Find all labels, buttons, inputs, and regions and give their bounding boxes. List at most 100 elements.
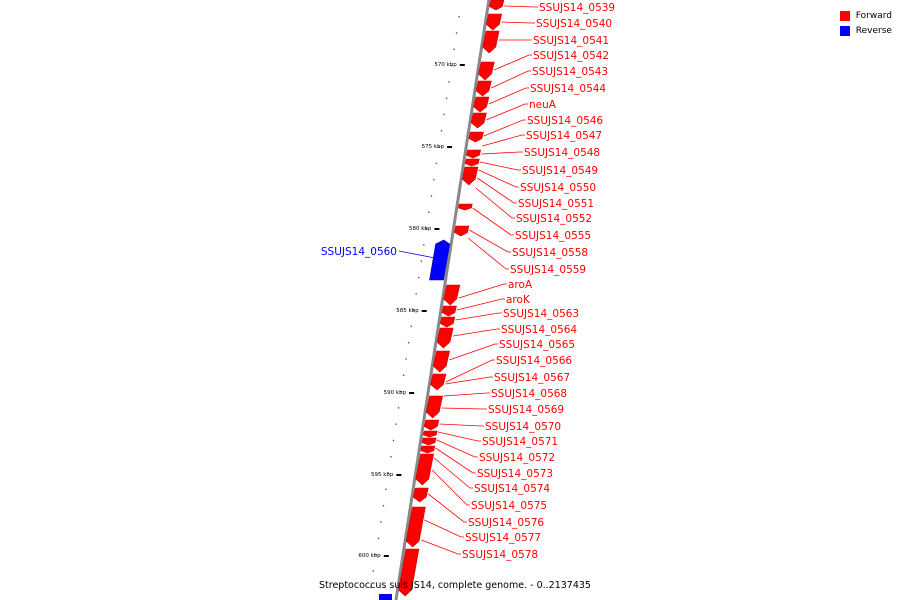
label-leader-line: [456, 298, 505, 311]
forward-gene-feature[interactable]: [421, 437, 437, 446]
kbp-tick-label: 595 kbp: [371, 472, 394, 478]
forward-gene-label[interactable]: SSUJS14_0566: [496, 355, 572, 367]
forward-gene-label[interactable]: SSUJS14_0555: [515, 230, 591, 242]
genome-backbone: [394, 0, 491, 600]
scale-dot: [423, 244, 425, 246]
forward-gene-feature[interactable]: [443, 284, 461, 306]
forward-gene-label[interactable]: SSUJS14_0573: [477, 468, 553, 480]
forward-gene-feature[interactable]: [441, 305, 457, 317]
forward-gene-feature[interactable]: [464, 158, 480, 167]
forward-gene-feature[interactable]: [436, 327, 454, 349]
scale-dot: [392, 439, 395, 442]
forward-gene-label[interactable]: SSUJS14_0571: [482, 436, 558, 448]
forward-gene-label[interactable]: SSUJS14_0569: [488, 404, 564, 416]
forward-gene-feature[interactable]: [430, 373, 447, 391]
forward-gene-label[interactable]: SSUJS14_0564: [501, 324, 577, 336]
forward-gene-label[interactable]: SSUJS14_0546: [527, 115, 603, 127]
forward-gene-label[interactable]: SSUJS14_0565: [499, 339, 575, 351]
forward-gene-label[interactable]: SSUJS14_0539: [539, 2, 615, 14]
forward-gene-label[interactable]: SSUJS14_0552: [516, 213, 592, 225]
scale-dot: [440, 130, 443, 132]
legend-item-reverse[interactable]: Reverse: [839, 23, 892, 38]
label-leader-line: [428, 493, 467, 523]
kbp-tick-mark: [447, 146, 453, 148]
label-leader-line: [475, 187, 515, 219]
kbp-tick-mark: [434, 228, 440, 230]
label-leader-line: [455, 312, 502, 321]
forward-gene-label[interactable]: SSUJS14_0563: [503, 308, 579, 320]
forward-gene-feature[interactable]: [454, 225, 470, 237]
forward-gene-label[interactable]: SSUJS14_0559: [510, 264, 586, 276]
scale-dot: [433, 179, 435, 181]
label-leader-line: [437, 431, 481, 442]
label-leader-line: [486, 103, 528, 121]
forward-gene-label[interactable]: SSUJS14_0542: [533, 50, 609, 62]
scale-dot: [450, 64, 453, 67]
forward-gene-feature[interactable]: [466, 149, 482, 159]
scale-dot: [382, 505, 385, 507]
forward-gene-feature[interactable]: [439, 316, 456, 328]
legend-item-forward[interactable]: Forward: [839, 8, 892, 23]
forward-gene-label[interactable]: SSUJS14_0544: [530, 83, 606, 95]
label-leader-line: [503, 5, 538, 8]
forward-gene-feature[interactable]: [489, 0, 505, 11]
reverse-swatch: [839, 25, 850, 36]
forward-gene-feature[interactable]: [458, 203, 473, 211]
forward-gene-label[interactable]: SSUJS14_0550: [520, 182, 596, 194]
forward-gene-feature[interactable]: [470, 112, 487, 129]
forward-gene-feature[interactable]: [485, 13, 503, 31]
forward-gene-feature[interactable]: [461, 166, 479, 186]
forward-gene-feature[interactable]: [420, 445, 436, 454]
forward-gene-label[interactable]: SSUJS14_0548: [524, 147, 600, 159]
scale-dot: [455, 32, 458, 34]
kbp-tick-mark: [459, 64, 465, 66]
forward-gene-label[interactable]: SSUJS14_0567: [494, 372, 570, 384]
forward-gene-feature[interactable]: [425, 395, 443, 419]
forward-gene-feature[interactable]: [473, 96, 490, 113]
label-leader-line: [488, 87, 529, 105]
forward-gene-label[interactable]: SSUJS14_0574: [474, 483, 550, 495]
forward-gene-label[interactable]: SSUJS14_0551: [518, 198, 594, 210]
scale-dot: [418, 276, 420, 279]
kbp-tick-label: 570 kbp: [434, 62, 457, 68]
forward-gene-feature[interactable]: [422, 430, 438, 438]
scale-dot: [407, 342, 410, 344]
forward-gene-label[interactable]: SSUJS14_0570: [485, 421, 561, 433]
scale-dot: [372, 570, 374, 572]
forward-gene-label[interactable]: SSUJS14_0540: [536, 18, 612, 30]
forward-gene-feature[interactable]: [482, 30, 500, 54]
forward-gene-label[interactable]: SSUJS14_0578: [462, 549, 538, 561]
forward-gene-label[interactable]: SSUJS14_0575: [471, 500, 547, 512]
forward-gene-feature[interactable]: [423, 419, 440, 431]
scale-dot: [430, 195, 433, 197]
forward-gene-label[interactable]: SSUJS14_0541: [533, 35, 609, 47]
reverse-gene-feature[interactable]: [379, 594, 392, 600]
kbp-ticks: 570 kbp 575 kbp 580 kbp 585 kbp 590 kbp 595 k…: [358, 62, 465, 559]
forward-gene-feature[interactable]: [398, 548, 420, 597]
kbp-tick-label: 580 kbp: [409, 226, 432, 232]
forward-gene-label[interactable]: SSUJS14_0568: [491, 388, 567, 400]
forward-gene-label[interactable]: SSUJS14_0577: [465, 532, 541, 544]
forward-gene-feature[interactable]: [478, 61, 495, 81]
reverse-gene-label[interactable]: SSUJS14_0560: [321, 246, 397, 258]
forward-gene-label[interactable]: neuA: [529, 99, 557, 111]
forward-gene-label[interactable]: aroK: [506, 294, 531, 306]
forward-gene-label[interactable]: SSUJS14_0576: [468, 517, 544, 529]
scale-dot: [380, 521, 382, 523]
reverse-gene-feature[interactable]: [429, 239, 451, 281]
forward-gene-feature[interactable]: [415, 453, 434, 486]
forward-gene-label[interactable]: SSUJS14_0543: [532, 66, 608, 78]
gene-features: [379, 0, 505, 600]
forward-swatch: [839, 10, 850, 21]
forward-gene-label[interactable]: SSUJS14_0547: [526, 130, 602, 142]
forward-gene-label[interactable]: SSUJS14_0572: [479, 452, 555, 464]
forward-gene-feature[interactable]: [405, 506, 426, 548]
forward-gene-label[interactable]: SSUJS14_0558: [512, 247, 588, 259]
forward-gene-label[interactable]: aroA: [508, 279, 533, 291]
forward-gene-feature[interactable]: [475, 80, 492, 97]
forward-gene-label[interactable]: SSUJS14_0549: [522, 165, 598, 177]
forward-gene-feature[interactable]: [432, 350, 450, 373]
forward-gene-feature[interactable]: [468, 131, 484, 143]
forward-gene-feature[interactable]: [412, 487, 429, 503]
